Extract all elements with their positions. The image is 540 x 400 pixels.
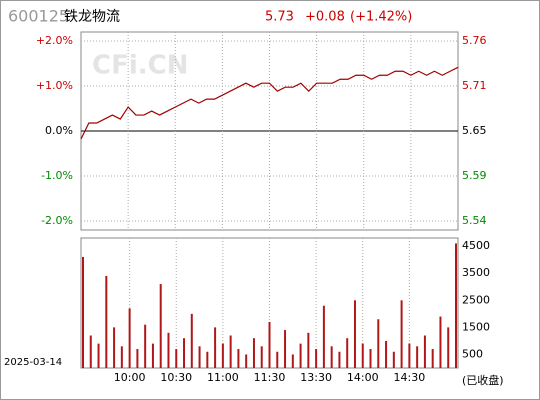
volume-bar [221, 343, 224, 368]
volume-bar [423, 335, 426, 368]
y-tick-label: 1500 [462, 320, 490, 333]
volume-bar [330, 346, 333, 368]
volume-bar [175, 349, 178, 368]
volume-bar [369, 349, 372, 368]
volume-bar [322, 305, 325, 368]
volume-bar [439, 316, 442, 368]
watermark: CFi.CN [92, 51, 188, 81]
stock-code: 600125 [8, 7, 69, 26]
volume-bar [260, 346, 263, 368]
volume-bar [392, 351, 395, 368]
volume-bar [82, 256, 84, 368]
x-tick-label: 14:30 [394, 371, 426, 384]
volume-bar [237, 349, 240, 368]
volume-bar [136, 349, 139, 368]
volume-bar [315, 349, 318, 368]
volume-bar [291, 354, 294, 368]
volume-bar [353, 300, 356, 368]
volume-bar [400, 300, 403, 368]
y2-tick-label: 5.71 [462, 79, 487, 92]
x-tick-label: 11:00 [207, 371, 239, 384]
volume-bar [229, 335, 232, 368]
y-tick-label: +1.0% [36, 79, 73, 92]
volume-bar [190, 313, 193, 368]
volume-bar [416, 346, 419, 368]
volume-bar [128, 308, 131, 368]
volume-bar [377, 319, 380, 368]
y-tick-label: 2500 [462, 293, 490, 306]
volume-bar [252, 338, 255, 368]
y-tick-label: -2.0% [41, 214, 73, 227]
y2-tick-label: 5.76 [462, 34, 487, 47]
volume-bar [361, 343, 364, 368]
date: 2025-03-14 [4, 357, 62, 368]
price-line [80, 66, 459, 140]
y-tick-label: 4500 [462, 239, 490, 252]
volume-bar [144, 324, 147, 368]
y2-tick-label: 5.59 [462, 169, 487, 182]
volume-bar [113, 327, 116, 368]
volume-bar [408, 343, 411, 368]
x-tick-label: 11:30 [254, 371, 286, 384]
volume-bar [97, 343, 100, 368]
volume-bar [214, 327, 217, 368]
volume-bar [206, 351, 209, 368]
volume-bar [338, 351, 341, 368]
x-tick-label: 13:30 [300, 371, 332, 384]
volume-bar [245, 354, 248, 368]
y-tick-label: +2.0% [36, 34, 73, 47]
volume-bar [268, 321, 271, 368]
volume-bar [447, 327, 450, 368]
volume-bar [284, 330, 287, 368]
change-pct: (+1.42%) [350, 10, 412, 25]
volume-bar [151, 343, 154, 368]
y2-tick-label: 5.65 [462, 124, 487, 137]
y-tick-label: -1.0% [41, 169, 73, 182]
volume-bar [276, 351, 279, 368]
volume-bar [105, 275, 108, 368]
volume-bar [431, 349, 434, 368]
change: +0.08 [305, 10, 345, 25]
stock-name: 铁龙物流 [64, 9, 120, 25]
volume-bar [299, 343, 302, 368]
volume-bar [307, 332, 310, 368]
volume-bar [89, 335, 92, 368]
volume-bar [198, 346, 201, 368]
y2-tick-label: 5.54 [462, 214, 487, 227]
volume-bar [183, 338, 186, 368]
price: 5.73 [265, 10, 294, 25]
volume-bar [346, 338, 349, 368]
volume-bar [159, 284, 162, 368]
y-tick-label: 500 [462, 347, 483, 360]
x-tick-label: 10:30 [160, 371, 192, 384]
volume-bar [455, 243, 457, 368]
status: (已收盘) [462, 373, 504, 387]
volume-bar [167, 332, 170, 368]
volume-bar [385, 340, 388, 368]
volume-bar [120, 346, 123, 368]
y-tick-label: 0.0% [45, 124, 73, 137]
y-tick-label: 3500 [462, 266, 490, 279]
x-tick-label: 14:00 [347, 371, 379, 384]
x-tick-label: 10:00 [114, 371, 146, 384]
